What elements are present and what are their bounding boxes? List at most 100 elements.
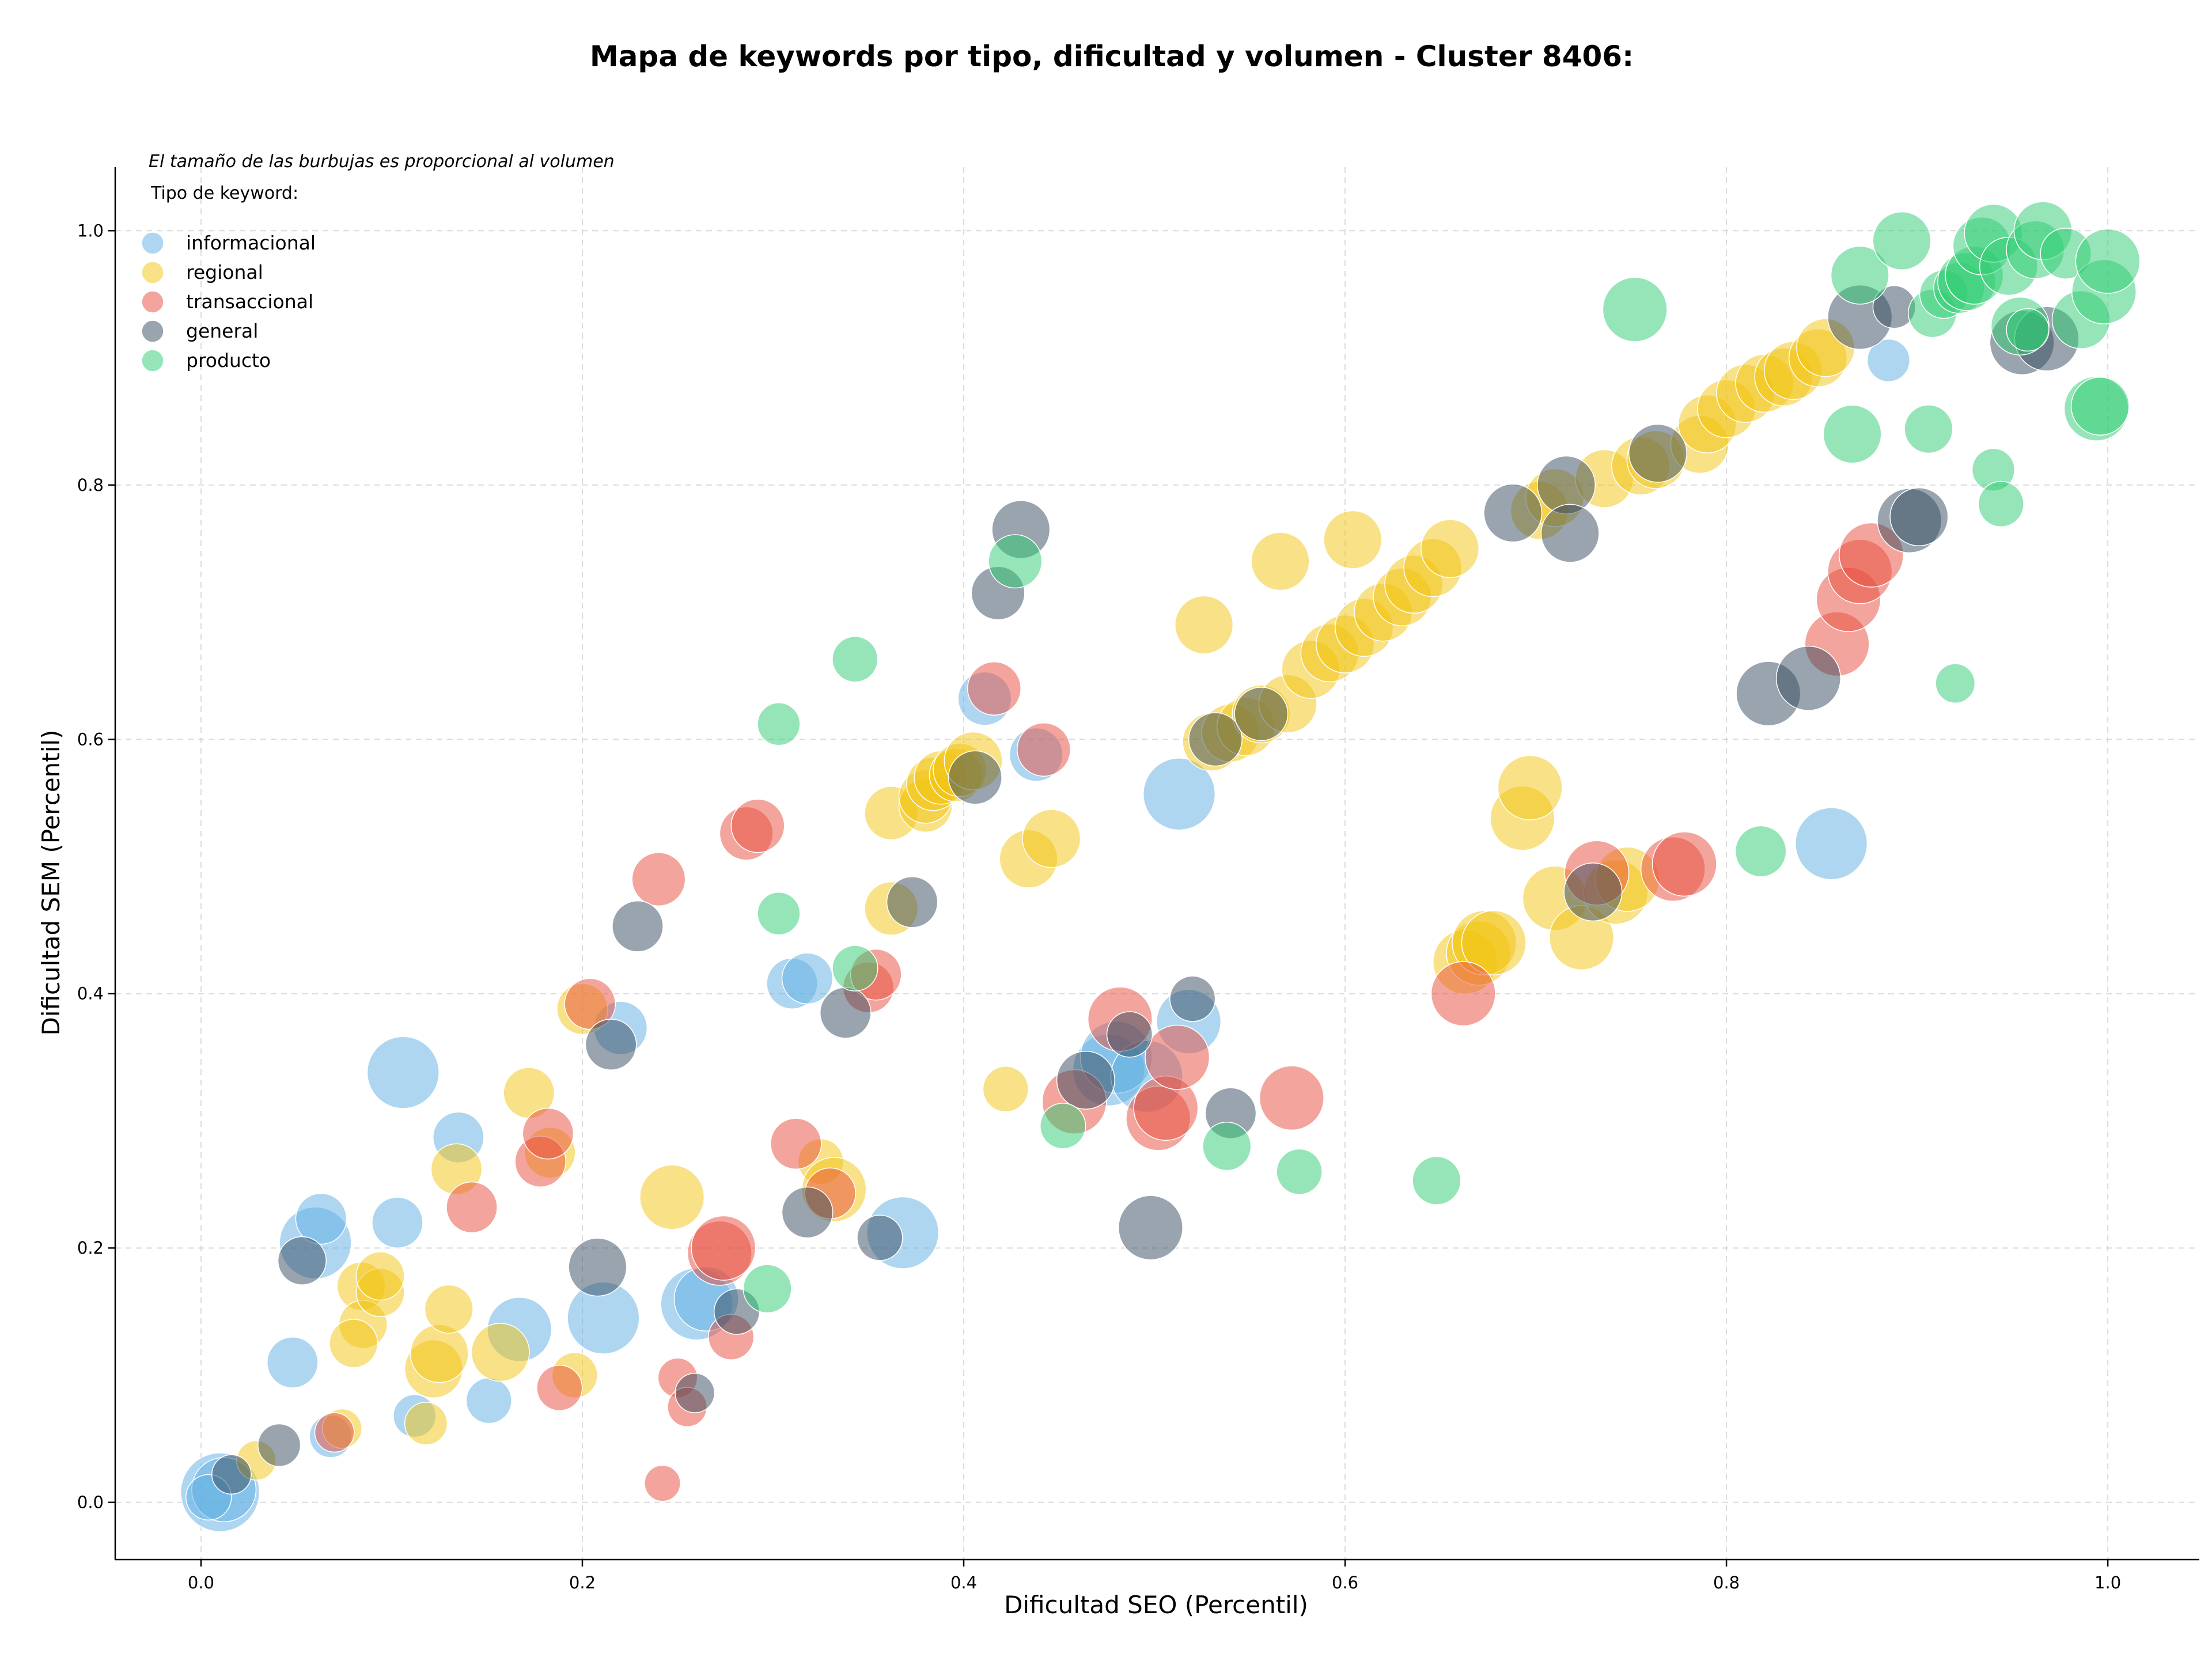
bubble-regional [1175,595,1234,654]
bubble-general [585,1019,637,1070]
legend-item-producto: producto [141,349,271,372]
x-tick-label: 0.8 [1713,1573,1740,1592]
bubble-general [948,750,1002,805]
bubble-general [568,1238,627,1297]
x-axis-label: Dificultad SEO (Percentil) [1004,1591,1308,1619]
axes: 0.0 0.2 0.4 0.6 0.8 1.0 0.0 0.2 0.4 0.6 0.8 1.0 [77,167,2199,1592]
legend-label: transaccional [186,290,313,313]
bubble-producto [1830,245,1889,305]
bubble-producto [1872,211,1931,271]
bubble-general [1234,687,1289,741]
bubble-transaccional [1652,831,1717,897]
bubble-producto [832,636,878,683]
bubble-regional [639,1164,705,1230]
legend-marker [141,320,164,343]
bubble-general [886,876,938,928]
legend: El tamaño de las burbujas es proporciona… [141,152,615,372]
x-tick-label: 0.2 [569,1573,596,1592]
bubble-producto [988,534,1043,589]
x-tick-label: 0.0 [188,1573,214,1592]
bubble-general [1628,423,1687,483]
bubble-producto [743,1264,792,1314]
y-tick-label: 0.2 [77,1238,104,1258]
bubble-general [1775,645,1841,711]
bubble-general [1056,1050,1115,1110]
bubble-transaccional [1430,961,1496,1027]
bubble-transaccional [644,1465,681,1502]
bubble-transaccional [691,1215,756,1281]
bubble-producto [1904,404,1953,454]
bubble-producto [2006,308,2050,352]
bubble-informacional [1142,758,1216,831]
bubble-general [257,1423,301,1467]
y-tick-label: 0.0 [77,1493,104,1512]
x-tick-label: 1.0 [2094,1573,2121,1592]
x-tick-label: 0.6 [1332,1573,1358,1592]
series-transaccional [314,522,1904,1502]
bubble-transaccional [1145,1024,1210,1090]
bubble-regional [1323,510,1382,569]
bubble-informacional [1866,338,1911,383]
bubble-informacional [372,1197,423,1248]
bubble-regional [471,1323,530,1382]
legend-marker [141,232,164,255]
y-tick-label: 0.8 [77,475,104,495]
bubble-layer [180,201,2141,1533]
bubble-regional [1421,519,1480,578]
bubble-informacional [781,952,834,1005]
bubble-producto [757,892,801,936]
bubble-regional [404,1402,448,1446]
bubble-regional [329,1319,378,1368]
bubble-general [277,1236,327,1285]
bubble-transaccional [564,978,616,1030]
bubble-producto [1734,825,1787,877]
bubble-transaccional [522,1107,574,1160]
bubble-regional [1251,532,1310,591]
legend-marker [141,261,164,284]
series-general [211,284,2080,1495]
legend-label: producto [186,349,271,372]
bubble-producto [1978,480,2024,528]
bubble-producto [2075,228,2141,294]
bubble-general [1188,712,1243,767]
bubble-producto [1202,1122,1252,1171]
bubble-size-note: El tamaño de las burbujas es proporciona… [149,152,615,172]
legend-item-general: general [141,320,258,343]
bubble-producto [757,702,801,746]
legend-title: Tipo de keyword: [150,183,298,203]
bubble-producto [1039,1103,1086,1149]
bubble-general [1563,862,1623,922]
bubble-general [819,987,872,1039]
bubble-informacional [1795,807,1868,880]
bubble-producto [1823,404,1882,464]
chart-title: Mapa de keywords por tipo, dificultad y … [590,40,1634,73]
bubble-transaccional [1259,1065,1324,1131]
bubble-transaccional [967,661,1021,716]
bubble-general [211,1454,252,1495]
bubble-producto [1935,663,1976,704]
bubble-transaccional [314,1412,355,1453]
legend-label: general [186,320,258,342]
bubble-informacional [366,1036,440,1109]
bubble-general [675,1372,715,1413]
legend-item-regional: regional [141,261,263,284]
legend-marker [141,290,164,313]
bubble-general [781,1186,834,1239]
bubble-regional [1461,910,1527,975]
bubble-regional [1022,809,1081,868]
bubble-transaccional [1017,722,1071,777]
bubble-transaccional [770,1118,822,1170]
bubble-regional [410,1324,469,1383]
bubble-producto [1602,277,1668,342]
y-tick-label: 0.4 [77,984,104,1004]
legend-label: informacional [186,232,316,254]
bubble-regional [982,1066,1029,1113]
legend-marker [141,349,164,372]
y-tick-label: 0.6 [77,729,104,749]
y-tick-label: 1.0 [77,221,104,240]
bubble-producto [1412,1156,1461,1205]
bubble-informacional [295,1193,347,1245]
bubble-general [1169,975,1216,1022]
bubble-general [857,1214,903,1261]
